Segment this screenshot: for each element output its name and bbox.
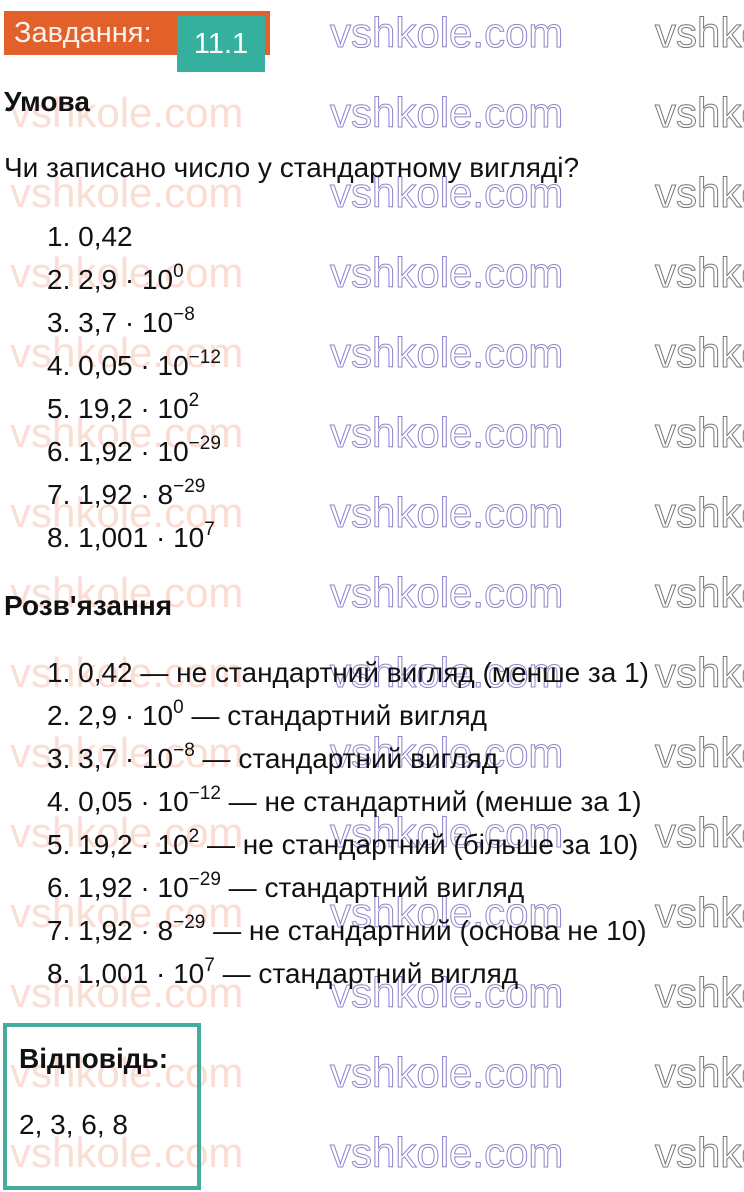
expression-base: 1. 0,42 — не стандартний вигляд (менше з… — [47, 657, 649, 688]
solution-item: 4. 0,05 · 10−12 — не стандартний (менше … — [47, 783, 642, 818]
solution-item: 3. 3,7 · 10−8 — стандартний вигляд — [47, 740, 499, 775]
watermark-text: vshkole.com — [329, 9, 564, 56]
answer-box: Відповідь: 2, 3, 6, 8 — [3, 1023, 201, 1190]
watermark-text: vshkole.com — [329, 1049, 564, 1096]
exponent: −8 — [173, 304, 195, 325]
answer-title: Відповідь: — [19, 1043, 169, 1074]
watermark-text: vshkole.com — [654, 969, 744, 1016]
expression-base: 8. 1,001 · 10 — [47, 958, 205, 989]
watermark-text: vshkole.com — [654, 569, 744, 616]
watermark-text: vshkole.com — [654, 489, 744, 536]
expression-base: 5. 19,2 · 10 — [47, 829, 189, 860]
exponent: 7 — [204, 519, 215, 540]
task-number: 11.1 — [177, 16, 265, 72]
watermark-text: vshkole.com — [329, 489, 564, 536]
watermark-text: vshkole.com — [654, 409, 744, 456]
verdict: — стандартний вигляд — [214, 958, 519, 989]
exponent: 0 — [173, 261, 184, 282]
watermark-text: vshkole.com — [654, 329, 744, 376]
expression-base: 6. 1,92 · 10 — [47, 872, 189, 903]
solution-item: 6. 1,92 · 10−29 — стандартний вигляд — [47, 869, 525, 904]
expression-base: 7. 1,92 · 8 — [47, 479, 174, 510]
verdict: — не стандартний (менше за 1) — [220, 786, 642, 817]
task-badge: Завдання: 11.1 — [4, 11, 270, 72]
watermark-text: vshkole.com — [654, 809, 744, 856]
expression-base: 2. 2,9 · 10 — [47, 264, 174, 295]
watermark-text: vshkole.com — [654, 169, 744, 216]
verdict: — не стандартний (основа не 10) — [205, 915, 647, 946]
expression-base: 3. 3,7 · 10 — [47, 307, 174, 338]
exponent: −29 — [173, 912, 206, 933]
solution-item: 2. 2,9 · 100 — стандартний вигляд — [47, 697, 487, 732]
expression-base: 7. 1,92 · 8 — [47, 915, 174, 946]
watermark-text: vshkole.com — [329, 569, 564, 616]
watermark-text: vshkole.com — [654, 89, 744, 136]
watermark-text: vshkole.com — [329, 89, 564, 136]
exponent: 7 — [204, 955, 215, 976]
watermark-text: vshkole.com — [654, 249, 744, 296]
condition-item: 3. 3,7 · 10−8 — [47, 304, 195, 339]
watermark-text: vshkole.com — [654, 729, 744, 776]
exponent: −29 — [173, 476, 206, 497]
expression-base: 4. 0,05 · 10 — [47, 350, 189, 381]
expression-base: 3. 3,7 · 10 — [47, 743, 174, 774]
expression-base: 4. 0,05 · 10 — [47, 786, 189, 817]
watermark-text: vshkole.com — [329, 249, 564, 296]
condition-item: 1. 0,42 — [47, 221, 133, 253]
condition-item: 7. 1,92 · 8−29 — [47, 476, 206, 511]
watermark-text: vshkole.com — [654, 889, 744, 936]
task-label: Завдання: — [14, 17, 152, 49]
solution-item: 1. 0,42 — не стандартний вигляд (менше з… — [47, 657, 649, 689]
watermark-text: vshkole.com — [654, 1049, 744, 1096]
verdict: — стандартний вигляд — [194, 743, 499, 774]
exponent: 2 — [188, 826, 200, 847]
condition-item: 8. 1,001 · 107 — [47, 519, 215, 554]
exponent: −12 — [188, 783, 221, 804]
watermark-text: vshkole.com — [329, 409, 564, 456]
exponent: 2 — [188, 390, 200, 411]
condition-item: 5. 19,2 · 102 — [47, 390, 200, 425]
solution-heading: Розв'язання — [4, 590, 173, 621]
expression-base: 8. 1,001 · 10 — [47, 522, 205, 553]
solution-item: 7. 1,92 · 8−29 — не стандартний (основа … — [47, 912, 647, 947]
exponent: −12 — [188, 347, 221, 368]
question-text: Чи записано число у стандартному вигляді… — [4, 152, 580, 183]
solution-item: 8. 1,001 · 107 — стандартний вигляд — [47, 955, 519, 990]
expression-base: 6. 1,92 · 10 — [47, 436, 189, 467]
expression-base: 1. 0,42 — [47, 221, 133, 252]
watermark-text: vshkole.com — [329, 1129, 564, 1176]
exponent: −29 — [188, 869, 221, 890]
exponent: 0 — [173, 697, 184, 718]
answer-value: 2, 3, 6, 8 — [19, 1109, 128, 1140]
condition-item: 2. 2,9 · 100 — [47, 261, 184, 296]
condition-item: 6. 1,92 · 10−29 — [47, 433, 221, 468]
watermark-text: vshkole.com — [654, 649, 744, 696]
verdict: — не стандартний (більше за 10) — [199, 829, 639, 860]
watermark-text: vshkole.com — [654, 1129, 744, 1176]
expression-base: 5. 19,2 · 10 — [47, 393, 189, 424]
verdict: — стандартний вигляд — [183, 700, 487, 731]
condition-item: 4. 0,05 · 10−12 — [47, 347, 221, 382]
verdict: — стандартний вигляд — [220, 872, 525, 903]
exponent: −8 — [173, 740, 195, 761]
watermark-text: vshkole.com — [329, 329, 564, 376]
solution-item: 5. 19,2 · 102 — не стандартний (більше з… — [47, 826, 639, 861]
condition-heading: Умова — [4, 86, 90, 117]
expression-base: 2. 2,9 · 10 — [47, 700, 174, 731]
watermark-text: vshkole.com — [654, 9, 744, 56]
exponent: −29 — [188, 433, 221, 454]
